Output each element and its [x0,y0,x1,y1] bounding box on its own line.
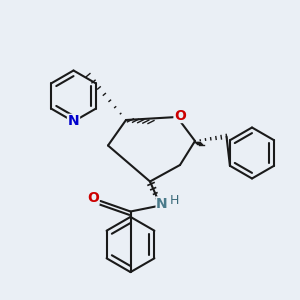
Text: O: O [174,109,186,122]
Text: O: O [87,191,99,205]
Text: N: N [156,197,168,211]
Text: N: N [68,115,79,128]
Text: H: H [170,194,180,207]
